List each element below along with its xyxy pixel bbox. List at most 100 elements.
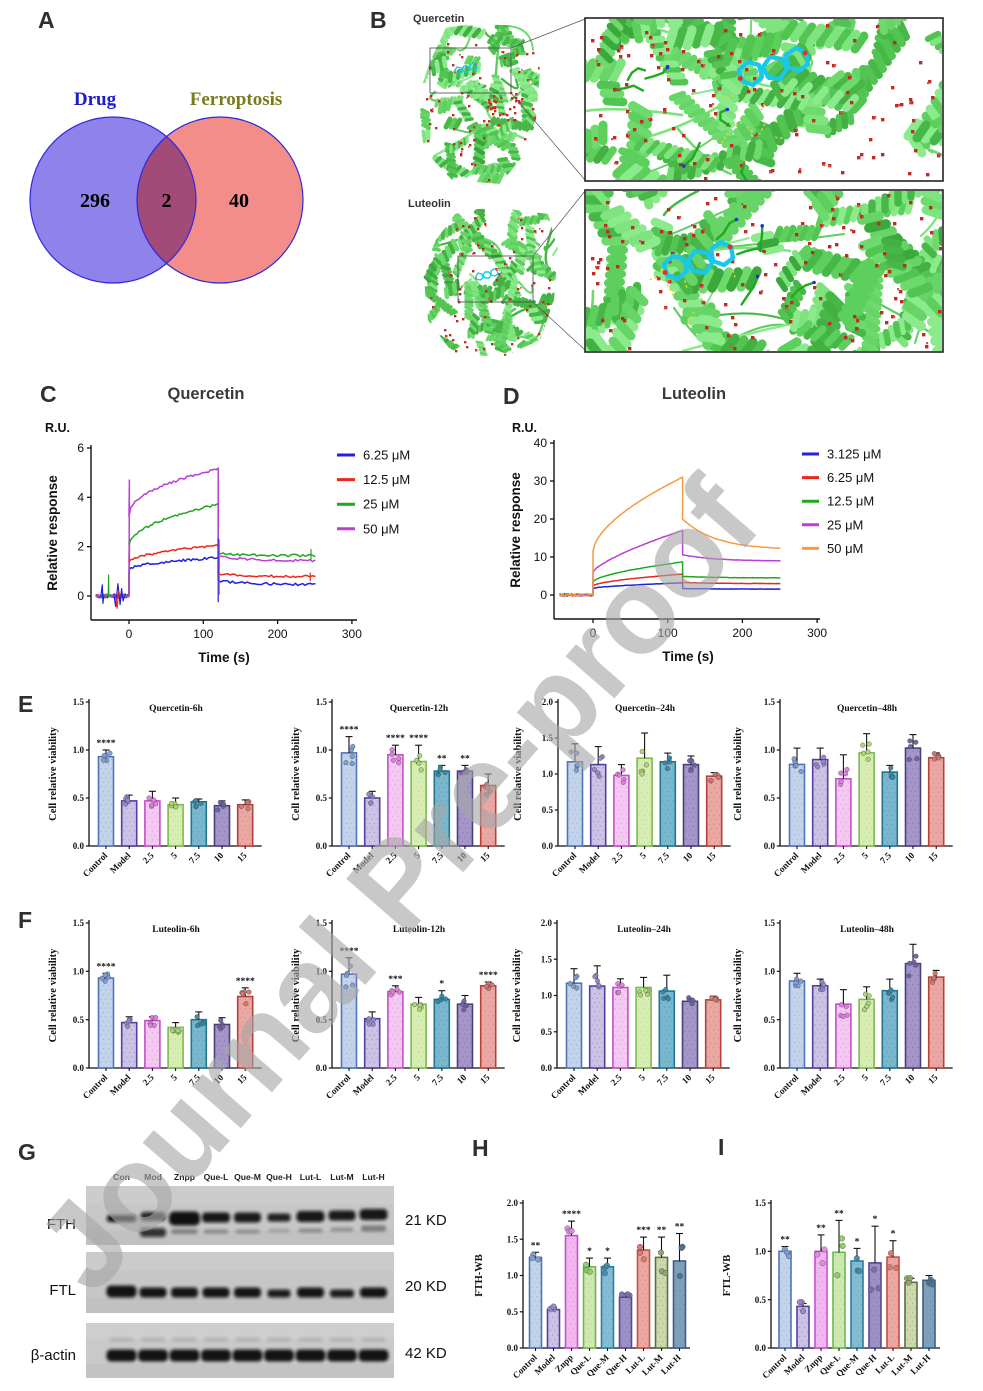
- svg-text:FTL: FTL: [49, 1282, 76, 1299]
- svg-text:1.5: 1.5: [507, 1235, 519, 1245]
- svg-text:20 KD: 20 KD: [405, 1278, 447, 1295]
- svg-text:E: E: [18, 691, 33, 717]
- svg-text:Model: Model: [799, 1072, 824, 1097]
- svg-text:7.5: 7.5: [878, 1072, 893, 1087]
- svg-text:Lut-L: Lut-L: [300, 1172, 321, 1182]
- svg-text:0.5: 0.5: [316, 1015, 328, 1025]
- svg-text:2.5: 2.5: [610, 850, 625, 865]
- svg-text:F: F: [18, 907, 32, 933]
- svg-text:10: 10: [903, 1072, 917, 1086]
- svg-text:1.0: 1.0: [541, 991, 553, 1001]
- svg-text:1.5: 1.5: [764, 697, 776, 707]
- svg-text:15: 15: [703, 1072, 717, 1086]
- svg-text:50 μM: 50 μM: [827, 541, 863, 556]
- svg-text:Control: Control: [549, 1072, 578, 1101]
- svg-text:1.0: 1.0: [507, 1271, 519, 1281]
- svg-text:0: 0: [540, 588, 547, 602]
- svg-text:12.5 μM: 12.5 μM: [363, 472, 410, 487]
- svg-text:2.0: 2.0: [541, 918, 553, 928]
- svg-text:1.0: 1.0: [755, 1247, 767, 1257]
- svg-text:1.5: 1.5: [764, 918, 776, 928]
- svg-text:100: 100: [658, 626, 678, 640]
- svg-text:2.5: 2.5: [609, 1072, 624, 1087]
- svg-text:0.5: 0.5: [507, 1307, 519, 1317]
- svg-text:4: 4: [77, 490, 84, 504]
- svg-text:Model: Model: [533, 1352, 558, 1377]
- svg-text:0: 0: [77, 589, 84, 603]
- svg-text:***: ***: [636, 1226, 651, 1236]
- svg-text:**: **: [531, 1241, 541, 1251]
- svg-text:Cell relative viability: Cell relative viability: [291, 948, 302, 1042]
- svg-text:1.5: 1.5: [542, 733, 554, 743]
- svg-text:Ferroptosis: Ferroptosis: [190, 89, 283, 110]
- svg-text:**: **: [834, 1209, 844, 1219]
- svg-text:5: 5: [412, 1072, 423, 1083]
- svg-text:0.5: 0.5: [764, 1015, 776, 1025]
- svg-text:5: 5: [169, 850, 180, 861]
- svg-text:Control: Control: [81, 1072, 110, 1101]
- svg-text:0.0: 0.0: [316, 841, 328, 851]
- svg-text:0.5: 0.5: [73, 793, 85, 803]
- svg-text:Luteolin–48h: Luteolin–48h: [840, 925, 895, 935]
- svg-text:Control: Control: [81, 850, 110, 879]
- svg-text:Luteolin–24h: Luteolin–24h: [617, 925, 672, 935]
- svg-text:****: ****: [340, 726, 359, 736]
- svg-text:100: 100: [193, 627, 213, 641]
- svg-text:****: ****: [479, 971, 498, 981]
- svg-text:Quercetin: Quercetin: [167, 385, 244, 403]
- svg-text:7.5: 7.5: [430, 1072, 445, 1087]
- svg-text:15: 15: [704, 850, 718, 864]
- svg-text:0: 0: [126, 627, 133, 641]
- svg-text:1.0: 1.0: [316, 967, 328, 977]
- svg-text:0.0: 0.0: [541, 1063, 553, 1073]
- svg-text:Time (s): Time (s): [662, 649, 714, 664]
- svg-text:5: 5: [860, 1072, 871, 1083]
- svg-text:Model: Model: [576, 1072, 601, 1097]
- svg-text:****: ****: [97, 739, 116, 749]
- svg-text:****: ****: [97, 962, 116, 972]
- svg-text:0.5: 0.5: [541, 1027, 553, 1037]
- svg-text:*: *: [873, 1215, 878, 1225]
- svg-text:R.U.: R.U.: [45, 421, 70, 435]
- svg-text:Lut-H: Lut-H: [659, 1352, 683, 1376]
- svg-text:****: ****: [386, 734, 405, 744]
- svg-text:6.25 μM: 6.25 μM: [363, 448, 410, 463]
- svg-text:0.0: 0.0: [316, 1063, 328, 1073]
- svg-text:A: A: [38, 7, 55, 33]
- svg-text:H: H: [472, 1135, 489, 1161]
- svg-text:**: **: [780, 1236, 790, 1246]
- svg-text:β-actin: β-actin: [31, 1347, 76, 1364]
- svg-text:2: 2: [162, 190, 172, 212]
- svg-text:2.5: 2.5: [832, 850, 847, 865]
- svg-text:1.5: 1.5: [755, 1198, 767, 1208]
- svg-text:15: 15: [926, 850, 940, 864]
- svg-text:15: 15: [478, 1072, 492, 1086]
- svg-text:21 KD: 21 KD: [405, 1212, 447, 1229]
- svg-text:Cell relative viability: Cell relative viability: [291, 726, 302, 820]
- svg-text:1.0: 1.0: [764, 745, 776, 755]
- svg-text:1.5: 1.5: [73, 918, 85, 928]
- svg-text:0.0: 0.0: [73, 841, 85, 851]
- svg-text:300: 300: [807, 626, 827, 640]
- svg-text:****: ****: [236, 977, 255, 987]
- svg-text:5: 5: [169, 1072, 180, 1083]
- svg-text:40: 40: [229, 190, 249, 212]
- svg-text:Quercetin–24h: Quercetin–24h: [615, 704, 676, 714]
- svg-text:****: ****: [562, 1210, 581, 1220]
- svg-text:I: I: [718, 1134, 724, 1160]
- svg-text:10: 10: [212, 850, 226, 864]
- svg-text:*: *: [891, 1230, 896, 1240]
- svg-text:0.5: 0.5: [755, 1295, 767, 1305]
- svg-text:5: 5: [860, 850, 871, 861]
- svg-text:0.0: 0.0: [542, 841, 554, 851]
- svg-text:Cell relative viability: Cell relative viability: [48, 948, 59, 1042]
- svg-text:1.0: 1.0: [316, 745, 328, 755]
- svg-text:0.5: 0.5: [73, 1015, 85, 1025]
- svg-text:15: 15: [235, 850, 249, 864]
- svg-text:0.0: 0.0: [764, 1063, 776, 1073]
- svg-text:1.5: 1.5: [541, 955, 553, 965]
- svg-text:2.5: 2.5: [141, 850, 156, 865]
- svg-text:Cell relative viability: Cell relative viability: [512, 948, 523, 1042]
- svg-text:Relative response: Relative response: [45, 475, 60, 591]
- svg-text:12.5 μM: 12.5 μM: [827, 494, 874, 509]
